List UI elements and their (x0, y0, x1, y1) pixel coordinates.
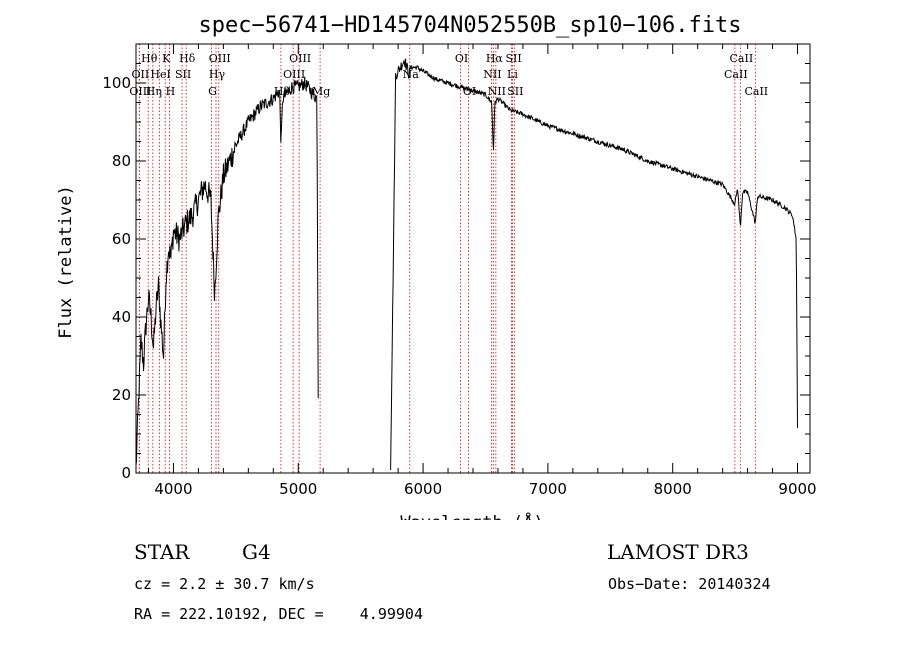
spectral-line-label: OIII (129, 85, 151, 98)
spectral-line-label: G (208, 85, 217, 98)
spectral-line-label: Li (507, 68, 518, 81)
y-tick-label: 40 (112, 308, 131, 326)
y-tick-label: 0 (121, 464, 131, 482)
x-tick-label: 6000 (404, 480, 442, 498)
survey-name: LAMOST DR3 (607, 540, 749, 564)
spectral-line-label: Hγ (209, 68, 226, 81)
spectral-line-label: SII (507, 85, 523, 98)
spectral-line-label: K (162, 52, 171, 65)
y-tick-label: 20 (112, 386, 131, 404)
x-tick-label: 5000 (279, 480, 317, 498)
x-tick-label: 9000 (778, 480, 816, 498)
y-tick-label: 100 (102, 74, 131, 92)
y-axis-label: Flux (relative) (56, 185, 76, 339)
spectral-line-label: OI (463, 85, 476, 98)
spectral-line-label: Na (403, 68, 420, 81)
spectral-line-markers (138, 44, 756, 473)
x-axis-label: Wavelength (Å) (400, 511, 543, 520)
spectral-line-label: HeI (150, 68, 170, 81)
redshift-readout: cz = 2.2 ± 30.7 km/s (134, 575, 315, 593)
plot-frame (135, 43, 811, 474)
spectral-line-label: Mg (312, 85, 330, 98)
spectral-line-label: OIII (283, 68, 305, 81)
chart-title: spec−56741−HD145704N052550B_sp10−106.fit… (198, 13, 741, 38)
spectrum-plot: spec−56741−HD145704N052550B_sp10−106.fit… (56, 13, 817, 520)
object-class: STAR (134, 540, 190, 564)
spectral-line-label: OI (455, 52, 468, 65)
spectral-line-label: SII (505, 52, 521, 65)
y-tick-label: 60 (112, 230, 131, 248)
observation-date: Obs−Date: 20140324 (608, 575, 771, 593)
spectral-line-label: OIII (289, 52, 311, 65)
x-tick-label: 7000 (529, 480, 567, 498)
spectral-line-label: CaII (744, 85, 768, 98)
spectral-line-label: Hβ (274, 85, 290, 98)
y-tick-label: 80 (112, 152, 131, 170)
x-tick-label: 8000 (654, 480, 692, 498)
spectral-line-label: Hα (486, 52, 504, 65)
spectral-line-label: NII (488, 85, 506, 98)
spectral-line-label: SII (175, 68, 191, 81)
spectral-line-label: OII (132, 68, 150, 81)
spectral-line-label: Hδ (179, 52, 196, 65)
coordinates-readout: RA = 222.10192, DEC = 4.99904 (134, 605, 423, 623)
axes: 4000 5000 6000 7000 8000 9000 0 20 40 60 80 100 (102, 43, 817, 498)
spectral-line-label: OIII (209, 52, 231, 65)
object-subclass: G4 (242, 540, 271, 564)
spectral-line-label: Hη (146, 85, 162, 98)
spectrum-line (135, 58, 798, 471)
x-tick-label: 4000 (154, 480, 192, 498)
spectral-line-label: Hθ (141, 52, 158, 65)
spectral-line-label: H (166, 85, 176, 98)
spectral-line-label: CaII (724, 68, 748, 81)
spectral-line-label: CaII (730, 52, 754, 65)
spectral-line-label: NII (483, 68, 501, 81)
